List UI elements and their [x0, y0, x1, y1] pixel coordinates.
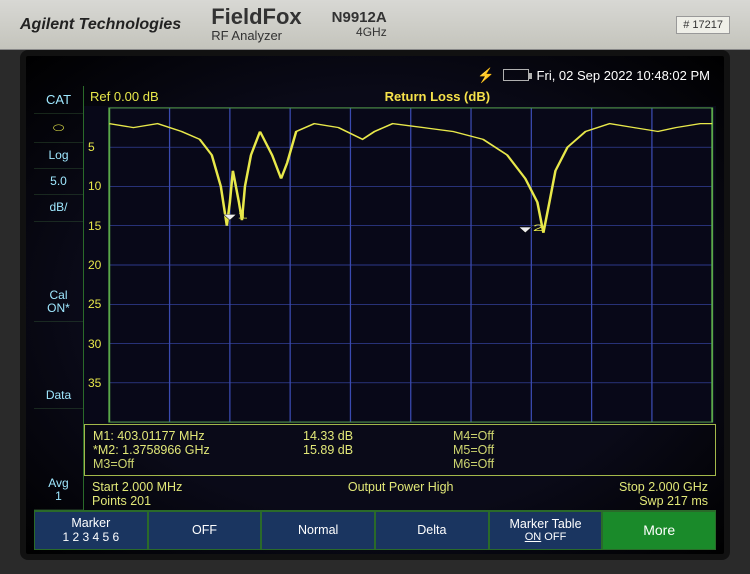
- softkey-table-label: Marker Table: [510, 518, 582, 532]
- marker3: M3=Off: [93, 457, 273, 471]
- chart-title: Return Loss (dB): [159, 89, 716, 104]
- marker1-val: 14.33 dB: [303, 429, 423, 443]
- marker2-val: 15.89 dB: [303, 443, 423, 457]
- softkey-marker-label: Marker: [71, 517, 110, 531]
- product-name: FieldFox: [211, 5, 301, 29]
- softkey-delta-label: Delta: [417, 524, 446, 538]
- model-freq: 4GHz: [332, 26, 387, 39]
- sidebar-scale-log: Log: [34, 143, 83, 169]
- sidebar-icon: ⬭: [34, 114, 83, 143]
- softkey-more-label: More: [643, 523, 675, 538]
- softkey-more[interactable]: More: [602, 511, 716, 550]
- softkey-off-label: OFF: [192, 524, 217, 538]
- left-sidebar: CAT ⬭ Log 5.0 dB/ Cal ON* Data Avg 1: [34, 86, 84, 510]
- marker4: M4=Off: [453, 429, 573, 443]
- mode-label: CAT: [34, 86, 83, 114]
- brand-block: Agilent Technologies: [20, 16, 181, 34]
- sidebar-cal: Cal ON*: [34, 283, 83, 322]
- softkey-normal[interactable]: Normal: [261, 511, 375, 550]
- datetime: Fri, 02 Sep 2022 10:48:02 PM: [537, 68, 710, 83]
- product-sub: RF Analyzer: [211, 29, 301, 43]
- battery-icon: [503, 69, 529, 81]
- sidebar-data: Data: [34, 383, 83, 409]
- marker6: M6=Off: [453, 457, 573, 471]
- plot-header: Ref 0.00 dB Return Loss (dB): [84, 86, 716, 106]
- points: Points 201: [92, 494, 182, 508]
- model-block: N9912A 4GHz: [332, 10, 387, 40]
- softkey-normal-label: Normal: [298, 524, 338, 538]
- screen: ⚡ Fri, 02 Sep 2022 10:48:02 PM CAT ⬭ Log…: [20, 50, 730, 560]
- status-bar: ⚡ Fri, 02 Sep 2022 10:48:02 PM: [34, 64, 716, 86]
- sidebar-scale-unit: dB/: [34, 195, 83, 221]
- ref-label: Ref 0.00 dB: [90, 89, 159, 104]
- device-header: Agilent Technologies FieldFox RF Analyze…: [0, 0, 750, 50]
- softkey-marker-table[interactable]: Marker Table ON OFF: [489, 511, 603, 550]
- softkey-table-onoff: ON OFF: [525, 531, 567, 543]
- sidebar-scale-val: 5.0: [34, 169, 83, 195]
- marker2-freq: *M2: 1.3758966 GHz: [93, 443, 273, 457]
- marker1-freq: M1: 403.01177 MHz: [93, 429, 273, 443]
- model-number: N9912A: [332, 10, 387, 27]
- chart-svg: 12: [84, 106, 716, 424]
- product-block: FieldFox RF Analyzer: [211, 5, 301, 43]
- info-right: Stop 2.000 GHz Swp 217 ms: [619, 480, 708, 508]
- softkey-off[interactable]: OFF: [148, 511, 262, 550]
- start-freq: Start 2.000 MHz: [92, 480, 182, 494]
- y-axis-ticks: 5101520253035: [84, 106, 112, 424]
- signal-icon: ⚡: [477, 67, 494, 84]
- softkey-marker-sub: 1 2 3 4 5 6: [62, 531, 119, 544]
- output-power: Output Power High: [182, 480, 619, 508]
- info-left: Start 2.000 MHz Points 201: [92, 480, 182, 508]
- softkey-bar: Marker 1 2 3 4 5 6 OFF Normal Delta Mark…: [34, 510, 716, 550]
- brand-logo: Agilent Technologies: [20, 16, 181, 33]
- sweep-time: Swp 217 ms: [619, 494, 708, 508]
- sweep-info-row: Start 2.000 MHz Points 201 Output Power …: [84, 476, 716, 510]
- sidebar-avg: Avg 1: [34, 471, 83, 510]
- stop-freq: Stop 2.000 GHz: [619, 480, 708, 494]
- marker-readout-panel: M1: 403.01177 MHz 14.33 dB M4=Off *M2: 1…: [84, 424, 716, 476]
- chart-area[interactable]: 12 5101520253035: [84, 106, 716, 424]
- softkey-delta[interactable]: Delta: [375, 511, 489, 550]
- softkey-marker[interactable]: Marker 1 2 3 4 5 6: [34, 511, 148, 550]
- asset-sticker: # 17217: [676, 16, 730, 34]
- svg-text:1: 1: [237, 210, 248, 221]
- marker5: M5=Off: [453, 443, 573, 457]
- svg-text:2: 2: [533, 223, 544, 234]
